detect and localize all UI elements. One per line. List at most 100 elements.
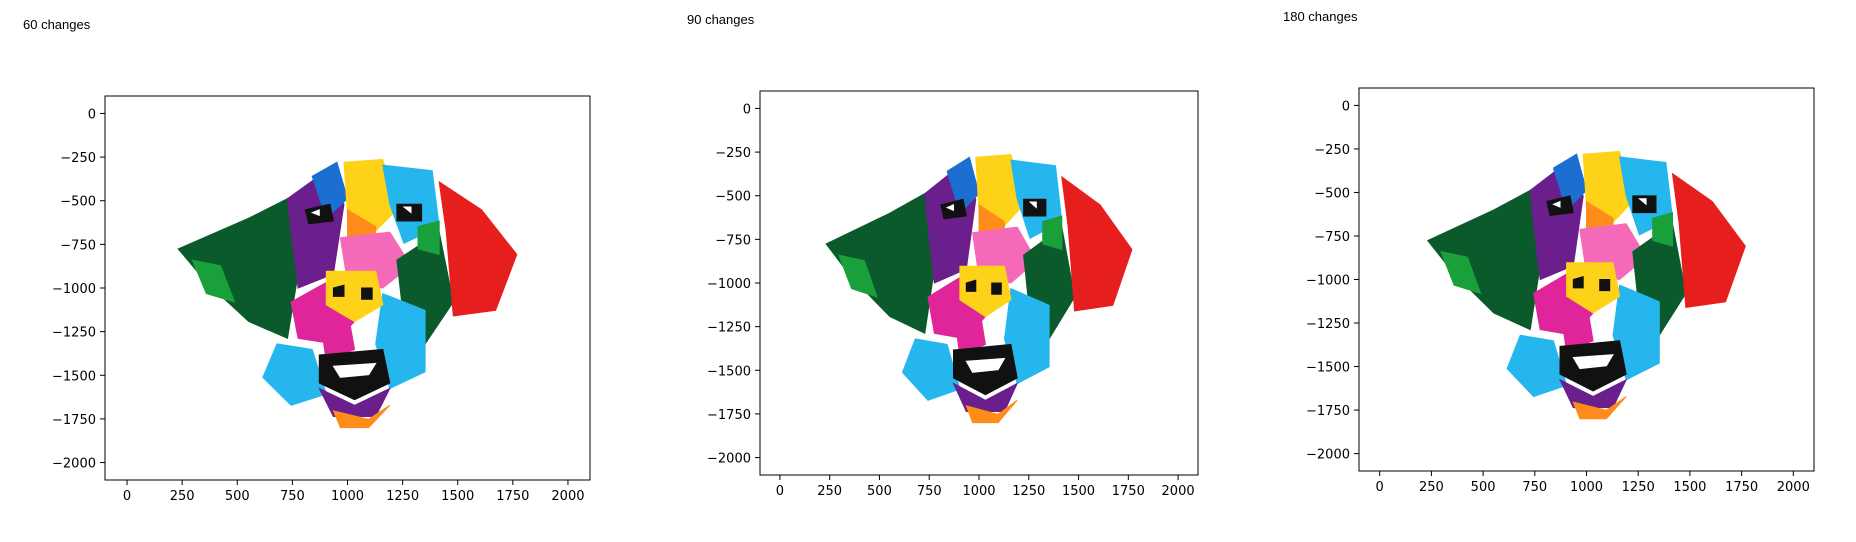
image-patch <box>1572 396 1627 420</box>
x-tick-label: 500 <box>1471 480 1496 495</box>
image-patch <box>1546 195 1574 216</box>
x-tick-label: 2000 <box>1777 480 1810 495</box>
image-patch <box>1028 201 1037 209</box>
image-patch <box>1529 161 1584 281</box>
image-patch <box>965 357 1006 373</box>
y-tick-label: −2000 <box>52 457 96 472</box>
image-patch <box>396 203 423 222</box>
y-tick-label: −1750 <box>1306 404 1350 419</box>
x-tick-label: 500 <box>867 484 892 499</box>
y-tick-label: −2000 <box>707 452 751 467</box>
image-patch <box>1042 215 1063 251</box>
image-patch <box>1652 211 1673 247</box>
y-tick-label: −1000 <box>1306 274 1350 289</box>
image-patch <box>975 153 1025 234</box>
y-tick-label: −1500 <box>1306 361 1350 376</box>
axes-frame <box>759 90 1199 476</box>
y-tick-label: −1250 <box>1306 317 1350 332</box>
image-patch <box>1440 250 1482 295</box>
image-patch <box>959 265 1012 318</box>
x-tick-label: 1500 <box>1673 480 1706 495</box>
y-tick-label: −1250 <box>707 321 751 336</box>
image-patch <box>952 382 1019 412</box>
y-tick-label: 0 <box>88 107 96 122</box>
image-patch <box>1632 222 1687 337</box>
y-tick-label: −250 <box>1314 143 1350 158</box>
y-tick-label: −1750 <box>707 408 751 423</box>
panel-title: 180 changes <box>1283 9 1358 24</box>
y-tick-label: 0 <box>1342 99 1350 114</box>
image-patch <box>1023 198 1047 217</box>
image-patch <box>1003 287 1050 385</box>
image-patch <box>1618 156 1674 236</box>
y-tick-label: −500 <box>715 190 751 205</box>
image-patch <box>1612 284 1660 381</box>
x-tick-label: 750 <box>280 489 305 504</box>
x-tick-label: 0 <box>776 484 784 499</box>
image-patch <box>332 284 345 297</box>
image-patch <box>1632 195 1657 214</box>
y-tick-label: −500 <box>1314 186 1350 201</box>
image-patch <box>325 270 384 323</box>
x-tick-label: 1750 <box>1112 484 1145 499</box>
image-patch <box>972 226 1037 284</box>
image-patch <box>965 279 977 292</box>
y-tick-label: −750 <box>1314 230 1350 245</box>
image-patch <box>1579 223 1647 281</box>
image-patch <box>438 180 518 317</box>
y-tick-label: −1500 <box>707 364 751 379</box>
image-patch <box>1061 175 1133 312</box>
panel-title: 60 changes <box>23 17 91 32</box>
x-tick-label: 250 <box>1419 480 1444 495</box>
image-patch <box>991 282 1002 295</box>
image-patch <box>946 156 980 215</box>
x-tick-label: 1250 <box>386 489 419 504</box>
image-patch <box>361 287 373 300</box>
image-content <box>1426 150 1746 420</box>
y-tick-label: −1500 <box>52 369 96 384</box>
x-tick-label: 2000 <box>1162 484 1195 499</box>
image-patch <box>1506 334 1568 398</box>
x-tick-label: 500 <box>225 489 250 504</box>
image-patch <box>1552 200 1561 208</box>
image-patch <box>838 254 878 298</box>
x-tick-label: 250 <box>170 489 195 504</box>
panel-title: 90 changes <box>687 12 755 27</box>
y-tick-label: −1250 <box>52 326 96 341</box>
x-tick-label: 1750 <box>1725 480 1758 495</box>
image-patch <box>402 206 412 214</box>
image-patch <box>953 343 1018 396</box>
image-patch <box>1010 159 1063 240</box>
x-tick-label: 750 <box>917 484 942 499</box>
plot-60: 0 250 500 750 1000 1250 1500 1750 2000 0 −250 −500 −… <box>52 95 591 504</box>
image-patch <box>1533 273 1594 336</box>
image-patch <box>1638 198 1647 206</box>
y-tick-label: −1000 <box>707 277 751 292</box>
x-tick-label: 750 <box>1522 480 1547 495</box>
y-tick-label: −750 <box>60 238 96 253</box>
x-tick-label: 1000 <box>1570 480 1603 495</box>
image-patch <box>310 209 320 217</box>
x-tick-label: 1250 <box>1622 480 1655 495</box>
image-patch <box>1559 340 1627 392</box>
y-tick-label: 0 <box>743 102 751 117</box>
image-patch <box>1572 276 1584 289</box>
x-tick-label: 1500 <box>1062 484 1095 499</box>
x-tick-label: 2000 <box>551 489 584 504</box>
image-patch <box>952 304 986 357</box>
image-patch <box>1552 153 1588 211</box>
image-patch <box>1671 172 1746 308</box>
x-tick-label: 1000 <box>331 489 364 504</box>
image-patch <box>940 198 967 220</box>
image-patch <box>1566 262 1621 314</box>
image-patch <box>262 343 327 406</box>
image-patch <box>1426 189 1541 331</box>
axes-frame <box>1358 87 1815 472</box>
image-patch <box>332 362 377 378</box>
image-patch <box>375 292 426 390</box>
x-tick-label: 1000 <box>962 484 995 499</box>
image-patch <box>965 399 1018 424</box>
y-tick-label: −750 <box>715 233 751 248</box>
y-tick-label: −250 <box>715 146 751 161</box>
image-patch <box>1559 301 1594 353</box>
